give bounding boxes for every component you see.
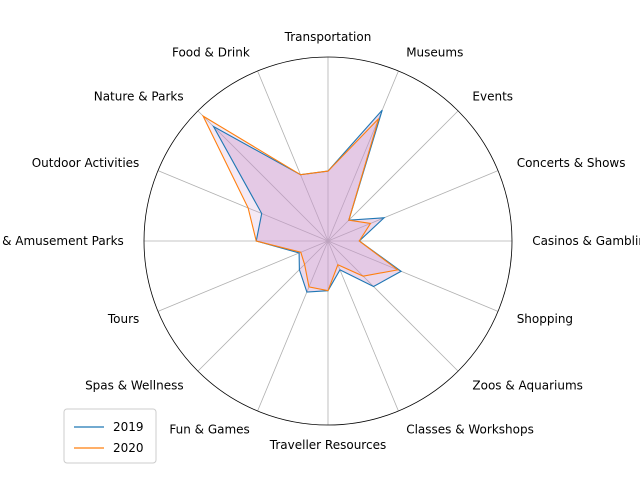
category-label-food-and-drink: Food & Drink: [172, 45, 250, 59]
category-label-outdoor-activities: Outdoor Activities: [32, 156, 140, 170]
spoke-museums: [327, 70, 399, 242]
grid-layer: [143, 56, 513, 426]
category-label-tours: Tours: [107, 312, 139, 326]
category-label-nature-and-parks: Nature & Parks: [94, 90, 184, 104]
category-labels: Transportation Museums Events Concerts & Sh…: [0, 30, 640, 452]
spoke-outdoor-activities: [157, 170, 329, 242]
category-label-shopping: Shopping: [517, 312, 573, 326]
legend-label-2020: 2020: [113, 441, 144, 455]
spoke-nature-and-parks: [197, 110, 329, 242]
category-label-events: Events: [472, 90, 513, 104]
spoke-spas-and-wellness: [197, 240, 329, 372]
spoke-concerts-and-shows: [327, 170, 499, 242]
category-label-museums: Museums: [406, 45, 463, 59]
category-label-casinos-and-gambling: Casinos & Gambling: [532, 234, 640, 248]
outer-ring: [143, 56, 513, 426]
spoke-shopping: [327, 240, 499, 312]
series-fill-2020: [203, 116, 398, 291]
category-label-zoos-and-aquariums: Zoos & Aquariums: [472, 378, 583, 392]
category-label-spas-and-wellness: Spas & Wellness: [85, 378, 184, 392]
legend-frame: [63, 408, 157, 464]
legend-label-2019: 2019: [113, 420, 144, 434]
series-fill-2019: [213, 110, 402, 292]
spoke-fun-and-games: [257, 240, 329, 412]
category-label-fun-and-games: Fun & Games: [169, 423, 249, 437]
spoke-food-and-drink: [257, 70, 329, 242]
spoke-tours: [157, 240, 329, 312]
category-label-classes-and-workshops: Classes & Workshops: [406, 423, 534, 437]
category-label-water-and-amusement-parks: Water & Amusement Parks: [0, 234, 124, 248]
series-line-2020: [201, 114, 400, 292]
category-label-transportation: Transportation: [284, 30, 372, 44]
spoke-events: [327, 110, 459, 242]
category-label-traveller-resources: Traveller Resources: [269, 438, 386, 452]
category-label-concerts-and-shows: Concerts & Shows: [517, 156, 626, 170]
series-layer: [201, 109, 403, 293]
spoke-zoos-and-aquariums: [327, 240, 459, 372]
legend: 2019 2020: [63, 408, 157, 464]
